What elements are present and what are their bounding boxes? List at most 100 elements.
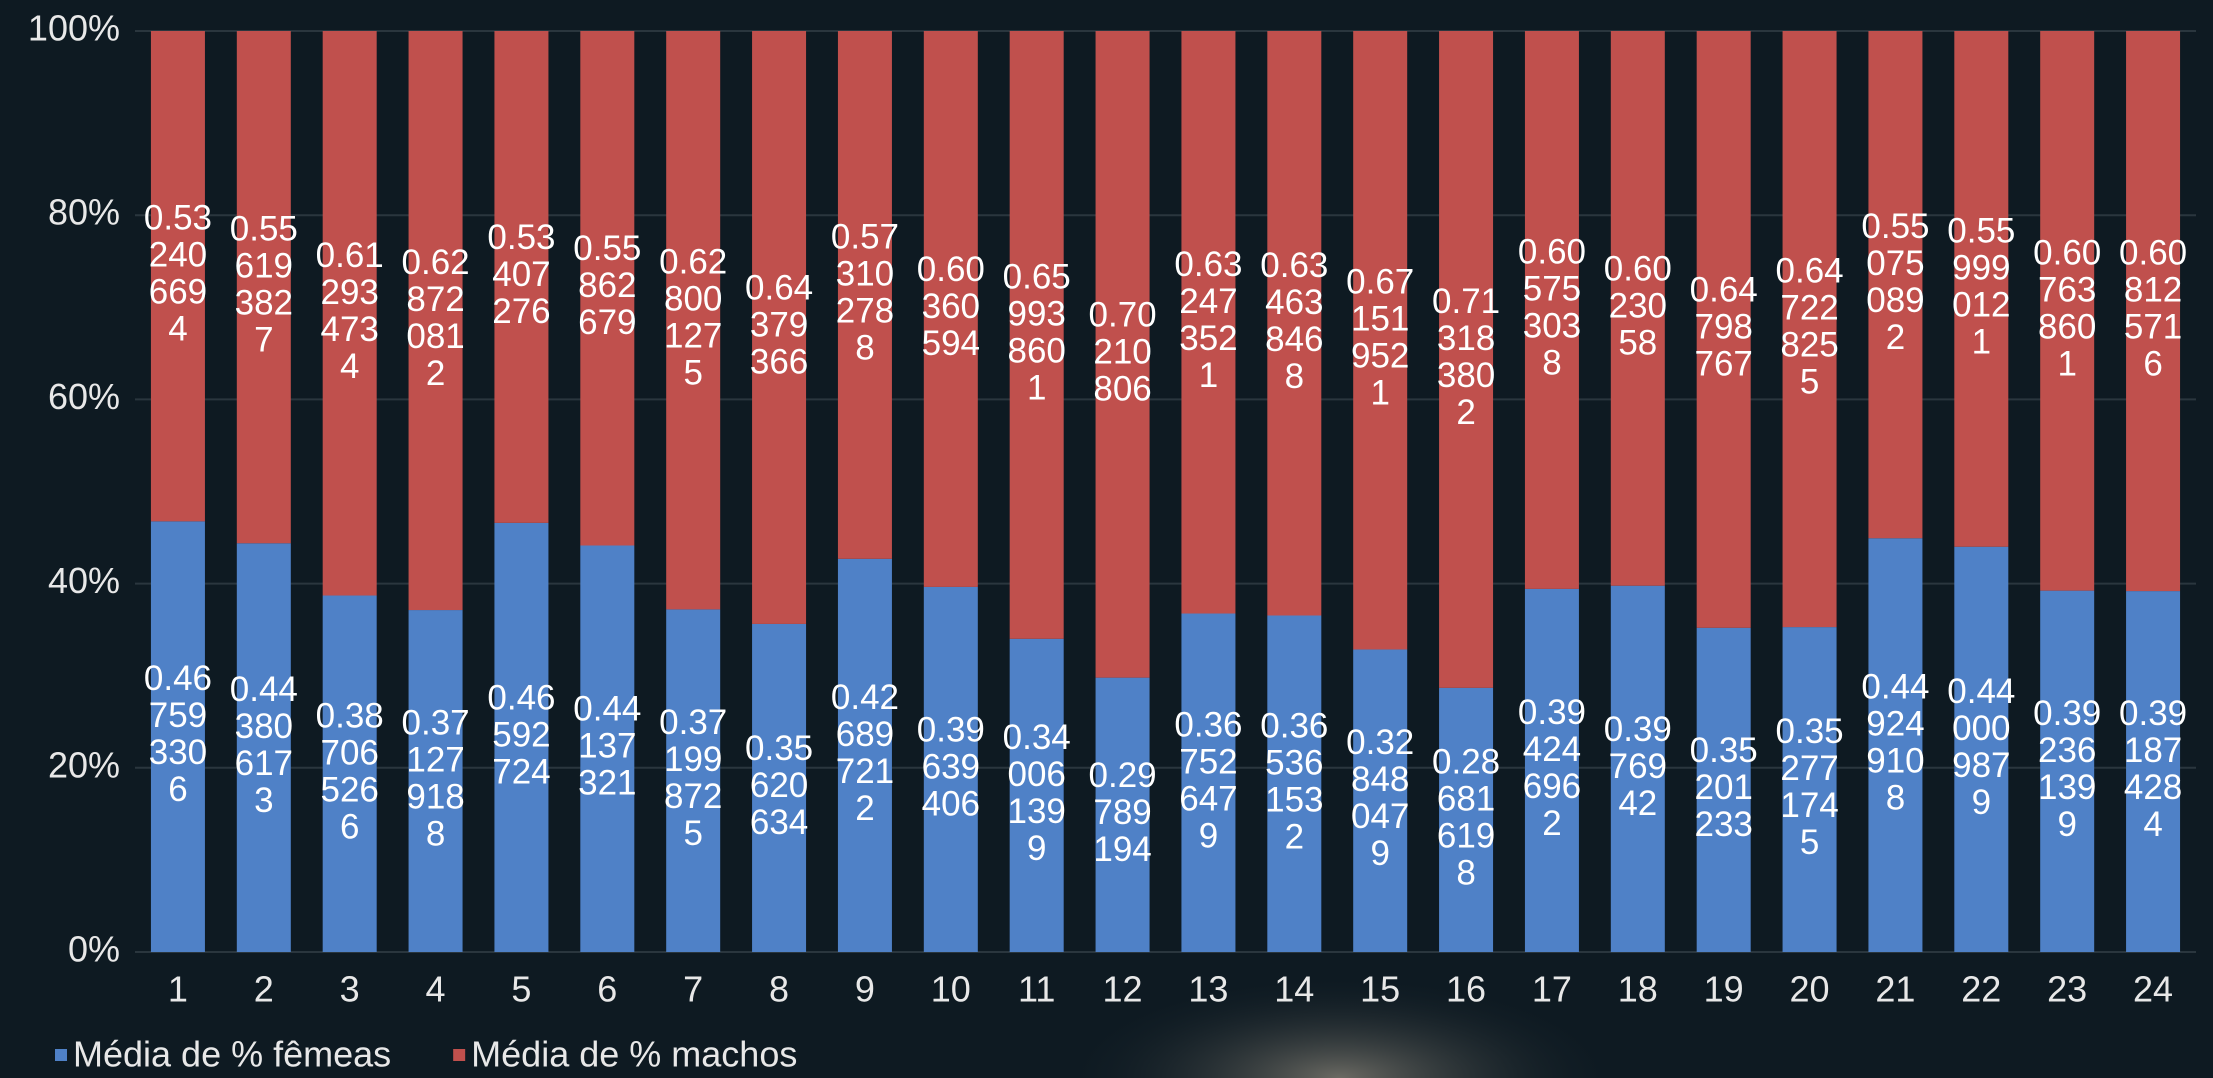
- bar-segment: [1095, 31, 1150, 678]
- data-label: 0.71 318 380 2: [1432, 282, 1500, 432]
- bar-segment: [1696, 31, 1751, 628]
- bar-segment: [2040, 31, 2095, 591]
- x-tick-label: 23: [2047, 969, 2087, 1010]
- bar-segment: [1267, 615, 1322, 952]
- data-label: 0.55 862 679: [573, 229, 641, 342]
- x-tick-label: 13: [1188, 969, 1228, 1010]
- data-label: 0.55 999 012 1: [1947, 212, 2015, 362]
- legend-swatch: [55, 1049, 67, 1061]
- bar-segment: [1782, 627, 1837, 952]
- bar-segment: [236, 543, 291, 952]
- y-tick-label: 40%: [48, 560, 120, 601]
- x-tick-label: 17: [1532, 969, 1572, 1010]
- bar-segment: [1954, 31, 2009, 547]
- data-label: 0.37 199 872 5: [659, 703, 727, 853]
- data-label: 0.35 620 634: [745, 729, 813, 842]
- y-tick-label: 20%: [48, 744, 120, 785]
- x-tick-label: 1: [168, 969, 188, 1010]
- data-label: 0.32 848 047 9: [1346, 723, 1414, 873]
- x-tick-label: 2: [254, 969, 274, 1010]
- data-label: 0.39 187 428 4: [2119, 694, 2187, 844]
- y-tick-label: 100%: [28, 8, 120, 49]
- data-label: 0.39 236 139 9: [2033, 694, 2101, 844]
- x-tick-label: 14: [1274, 969, 1314, 1010]
- bar-segment: [2126, 31, 2181, 592]
- bar-segment: [1095, 677, 1150, 952]
- data-label: 0.46 759 330 6: [144, 659, 212, 809]
- data-label: 0.55 619 382 7: [230, 210, 298, 360]
- data-label: 0.36 752 647 9: [1174, 706, 1242, 856]
- x-tick-label: 12: [1103, 969, 1143, 1010]
- bar-segment: [150, 521, 205, 952]
- bar-segment: [666, 31, 721, 610]
- bar-segment: [1524, 588, 1579, 952]
- bar-segment: [150, 31, 205, 522]
- x-tick-label: 8: [769, 969, 789, 1010]
- data-label: 0.44 000 987 9: [1947, 672, 2015, 822]
- bar-segment: [923, 31, 978, 587]
- x-tick-label: 16: [1446, 969, 1486, 1010]
- bar-segment: [1353, 31, 1408, 650]
- y-tick-label: 0%: [68, 929, 120, 970]
- data-label: 0.38 706 526 6: [316, 697, 384, 847]
- bar-segment: [923, 586, 978, 952]
- data-label: 0.44 137 321: [573, 690, 641, 803]
- bar-segment: [236, 31, 291, 544]
- x-tick-label: 20: [1790, 969, 1830, 1010]
- bar-segment: [837, 558, 892, 952]
- bar-segment: [752, 623, 807, 952]
- bar-segment: [408, 610, 463, 952]
- x-tick-label: 18: [1618, 969, 1658, 1010]
- data-label: 0.63 463 846 8: [1260, 246, 1328, 396]
- x-tick-label: 6: [597, 969, 617, 1010]
- bar-segment: [1696, 627, 1751, 952]
- data-label: 0.39 424 696 2: [1518, 693, 1586, 843]
- data-label: 0.64 379 366: [745, 269, 813, 382]
- data-label: 0.60 360 594: [917, 250, 985, 363]
- data-label: 0.61 293 473 4: [316, 236, 384, 386]
- data-label: 0.64 798 767: [1690, 271, 1758, 384]
- data-label: 0.62 872 081 2: [402, 243, 470, 393]
- bar-segment: [1439, 687, 1494, 952]
- x-tick-label: 4: [426, 969, 446, 1010]
- legend-swatch: [453, 1049, 466, 1061]
- data-label: 0.53 407 276: [487, 218, 555, 331]
- data-label: 0.53 240 669 4: [144, 199, 212, 349]
- data-label: 0.37 127 918 8: [402, 704, 470, 854]
- bar-segment: [1181, 613, 1236, 952]
- x-tick-label: 9: [855, 969, 875, 1010]
- data-label: 0.34 006 139 9: [1003, 718, 1071, 868]
- data-label: 0.60 230 58: [1604, 250, 1672, 363]
- data-label: 0.70 210 806: [1089, 296, 1157, 409]
- bar-segment: [580, 31, 635, 546]
- bar-segment: [752, 31, 807, 624]
- bar-segment: [322, 31, 377, 596]
- bar-segment: [1009, 31, 1064, 639]
- y-tick-label: 80%: [48, 192, 120, 233]
- bar-segment: [1610, 31, 1665, 586]
- x-tick-label: 7: [683, 969, 703, 1010]
- bar-segment: [1439, 31, 1494, 688]
- bar-segment: [1181, 31, 1236, 614]
- bar-segment: [2040, 590, 2095, 952]
- bar-segment: [494, 31, 549, 523]
- x-tick-label: 15: [1360, 969, 1400, 1010]
- bar-segment: [837, 31, 892, 559]
- legend-label: Média de % machos: [471, 1034, 797, 1075]
- bar-segment: [1353, 649, 1408, 952]
- legend-label: Média de % fêmeas: [73, 1034, 391, 1075]
- bar-segment: [1524, 31, 1579, 589]
- data-label: 0.60 575 303 8: [1518, 233, 1586, 383]
- data-label: 0.28 681 619 8: [1432, 743, 1500, 893]
- bar-segment: [1868, 31, 1923, 539]
- data-label: 0.44 924 910 8: [1861, 668, 1929, 818]
- x-tick-label: 11: [1018, 969, 1055, 1010]
- data-label: 0.57 310 278 8: [831, 218, 899, 368]
- data-label: 0.64 722 825 5: [1776, 252, 1844, 402]
- bar-segment: [580, 545, 635, 952]
- bar-segment: [2126, 591, 2181, 952]
- data-label: 0.63 247 352 1: [1174, 245, 1242, 395]
- x-tick-label: 24: [2133, 969, 2173, 1010]
- bar-segment: [1954, 546, 2009, 952]
